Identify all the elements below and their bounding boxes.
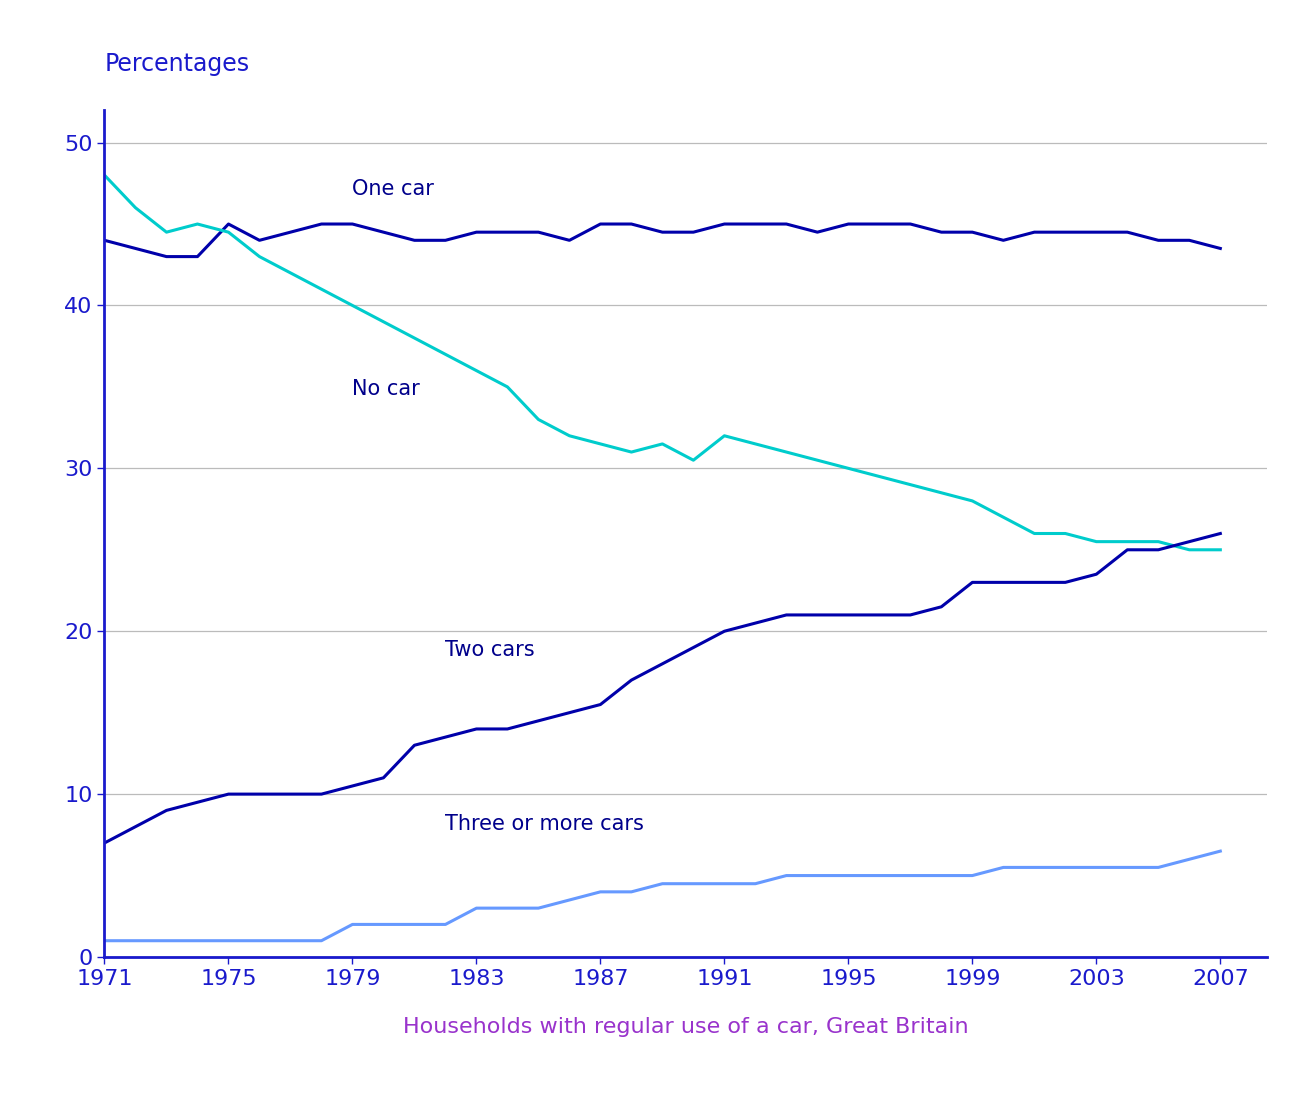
X-axis label: Households with regular use of a car, Great Britain: Households with regular use of a car, Gr… [402,1016,969,1036]
Text: Two cars: Two cars [445,640,535,660]
Text: No car: No car [353,379,421,399]
Text: One car: One car [353,178,435,199]
Text: Three or more cars: Three or more cars [445,814,644,834]
Text: Percentages: Percentages [104,52,249,76]
